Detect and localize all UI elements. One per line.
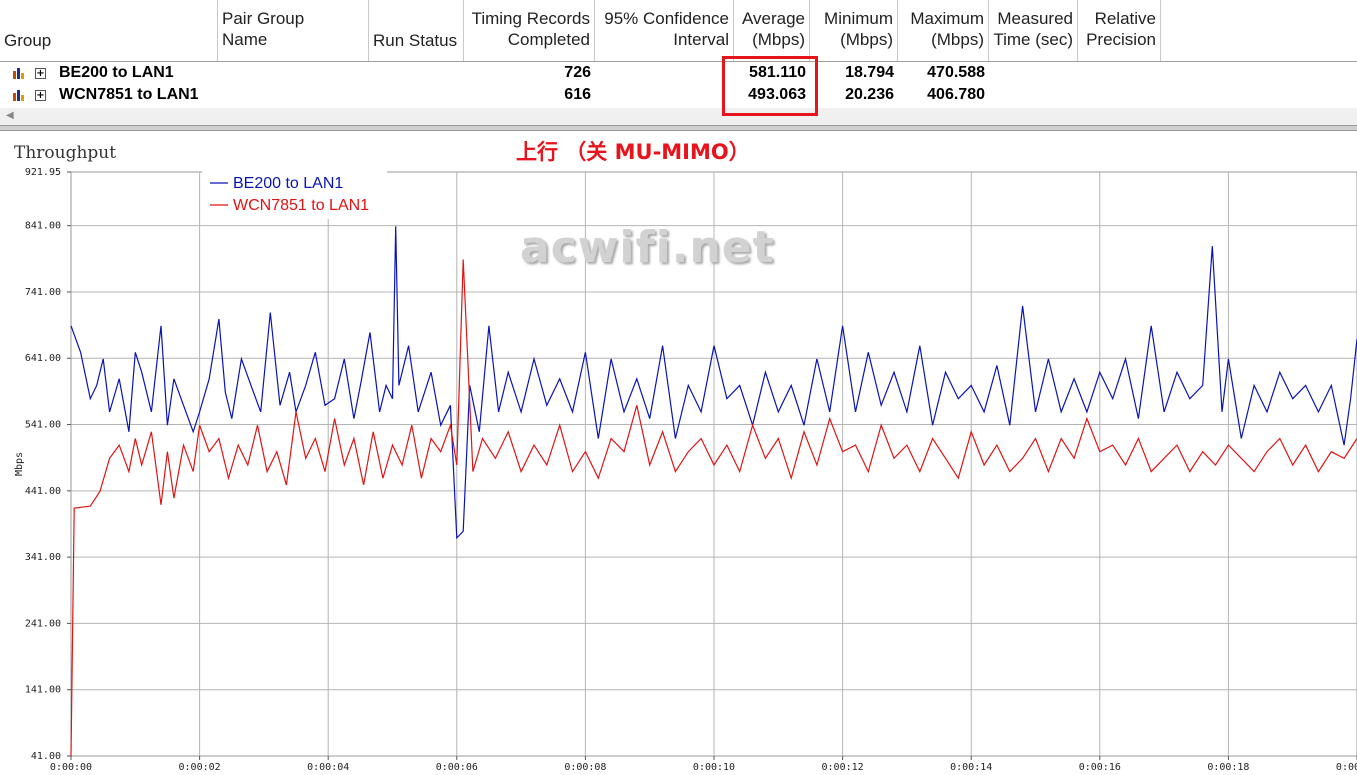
column-header-minimum[interactable]: Minimum (Mbps): [810, 0, 898, 61]
x-tick-label: 0:00:00: [50, 762, 92, 773]
series-line-1: [70, 226, 1357, 540]
throughput-chart: 921.95 841.00 741.00 641.00 541.00 441.00 341.…: [14, 167, 1357, 773]
column-header-timing-records[interactable]: Timing Records Completed: [464, 0, 595, 61]
expand-icon[interactable]: +: [35, 68, 46, 79]
watermark: acwifi.net: [520, 222, 775, 273]
y-tick-label: 141.00: [25, 685, 61, 696]
x-tick-label: 0:00:02: [179, 762, 221, 773]
column-header-confidence-interval[interactable]: 95% Confidence Interval: [595, 0, 734, 61]
y-tick-label: 41.00: [31, 751, 61, 762]
x-tick-label: 0:00:20: [1336, 762, 1357, 773]
pane-splitter[interactable]: [0, 125, 1357, 131]
timing-records-value: 726: [564, 64, 591, 81]
x-tick-label: 0:00:04: [307, 762, 349, 773]
y-tick-label: 441.00: [25, 486, 61, 497]
y-tick-label: 341.00: [25, 552, 61, 563]
x-tick-label: 0:00:10: [693, 762, 735, 773]
table-header: Group Pair Group Name Run Status Timing …: [0, 0, 1357, 62]
column-header-run-status[interactable]: Run Status: [369, 0, 464, 61]
results-table: Group Pair Group Name Run Status Timing …: [0, 0, 1357, 128]
overlay-caption: 上行 （关 MU-MIMO）: [516, 140, 750, 164]
x-tick-label: 0:00:06: [436, 762, 478, 773]
legend-background: [202, 171, 387, 219]
series-line-2: [70, 259, 1357, 757]
maximum-value: 470.588: [927, 64, 985, 81]
average-value: 493.063: [748, 86, 806, 103]
chart-title: Throughput: [14, 143, 117, 163]
column-header-measured-time[interactable]: Measured Time (sec): [989, 0, 1078, 61]
column-header-relative-precision[interactable]: Relative Precision: [1078, 0, 1161, 61]
x-tick-label: 0:00:14: [950, 762, 992, 773]
legend-entry: WCN7851 to LAN1: [233, 197, 369, 214]
minimum-value: 20.236: [845, 86, 894, 103]
x-tick-label: 0:00:12: [822, 762, 864, 773]
table-row[interactable]: + WCN7851 to LAN1 616 493.063 20.236 406…: [0, 84, 1357, 106]
chart-group-icon: [13, 90, 24, 101]
y-tick-label: 541.00: [25, 420, 61, 431]
y-tick-label: 921.95: [25, 167, 61, 178]
minimum-value: 18.794: [845, 64, 894, 81]
maximum-value: 406.780: [927, 86, 985, 103]
y-tick-label: 641.00: [25, 353, 61, 364]
pair-name: WCN7851 to LAN1: [59, 86, 199, 103]
timing-records-value: 616: [564, 86, 591, 103]
x-tick-label: 0:00:08: [564, 762, 606, 773]
table-row[interactable]: + BE200 to LAN1 726 581.110 18.794 470.5…: [0, 62, 1357, 84]
chart-group-icon: [13, 68, 24, 79]
average-value: 581.110: [749, 64, 806, 81]
x-tick-label: 0:00:16: [1079, 762, 1121, 773]
legend-entry: BE200 to LAN1: [233, 175, 343, 192]
column-header-maximum[interactable]: Maximum (Mbps): [898, 0, 989, 61]
y-tick-label: 741.00: [25, 287, 61, 298]
column-header-average[interactable]: Average (Mbps): [734, 0, 810, 61]
y-axis-label: Mbps: [14, 452, 25, 476]
horizontal-scrollbar[interactable]: ◀: [0, 108, 1357, 125]
expand-icon[interactable]: +: [35, 90, 46, 101]
x-tick-label: 0:00:18: [1207, 762, 1249, 773]
average-highlight-box: [722, 56, 818, 116]
scroll-left-arrow-icon[interactable]: ◀: [6, 110, 14, 121]
pair-name: BE200 to LAN1: [59, 64, 174, 81]
y-tick-label: 841.00: [25, 221, 61, 232]
column-header-group[interactable]: Group: [0, 0, 218, 61]
column-header-pair-group-name[interactable]: Pair Group Name: [218, 0, 369, 61]
y-tick-label: 241.00: [25, 618, 61, 629]
